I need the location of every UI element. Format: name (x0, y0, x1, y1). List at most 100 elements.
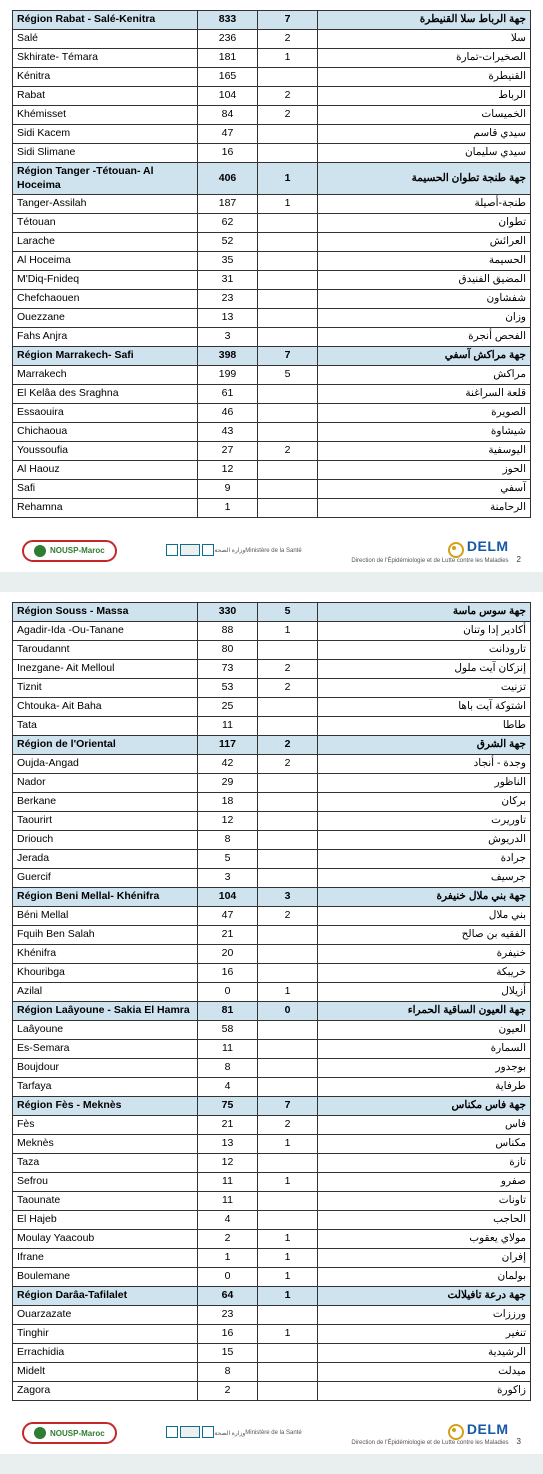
province-name-ar: ميدلت (318, 1362, 531, 1381)
province-name-fr: Sidi Slimane (13, 144, 198, 163)
province-name-ar: الفحص أنجرة (318, 328, 531, 347)
province-value-2 (258, 868, 318, 887)
province-name-ar: بوجدور (318, 1058, 531, 1077)
province-value-1: 27 (198, 442, 258, 461)
region-value-2: 3 (258, 887, 318, 906)
province-name-fr: Inezgane- Ait Melloul (13, 659, 198, 678)
province-value-2 (258, 792, 318, 811)
province-value-1: 12 (198, 1153, 258, 1172)
province-value-2 (258, 1039, 318, 1058)
table-row: Tétouan 62 تطوان (13, 214, 531, 233)
table-row: Marrakech 199 5 مراكش (13, 366, 531, 385)
province-name-fr: Béni Mellal (13, 906, 198, 925)
province-name-ar: تطوان (318, 214, 531, 233)
province-name-fr: Salé (13, 30, 198, 49)
province-value-2: 1 (258, 195, 318, 214)
province-name-ar: العرائش (318, 233, 531, 252)
province-value-1: 52 (198, 233, 258, 252)
province-value-2 (258, 404, 318, 423)
province-name-ar: اليوسفية (318, 442, 531, 461)
table-row: Berkane 18 بركان (13, 792, 531, 811)
table-row: Fès 21 2 فاس (13, 1115, 531, 1134)
region-value-1: 330 (198, 602, 258, 621)
table-row: Skhirate- Témara 181 1 الصخيرات-تمارة (13, 49, 531, 68)
province-value-1: 0 (198, 1267, 258, 1286)
region-name-ar: جهة العيون الساقية الحمراء (318, 1001, 531, 1020)
region-header-row: Région Tanger -Tétouan- Al Hoceima 406 1… (13, 163, 531, 195)
province-name-fr: Ifrane (13, 1248, 198, 1267)
province-name-fr: Chefchaouen (13, 290, 198, 309)
province-name-fr: Boujdour (13, 1058, 198, 1077)
province-value-1: 16 (198, 963, 258, 982)
ministry-sub: Ministère de la Santé (245, 548, 301, 554)
province-name-fr: Khémisset (13, 106, 198, 125)
table-row: Khénifra 20 خنيفرة (13, 944, 531, 963)
table-row: El Hajeb 4 الحاجب (13, 1210, 531, 1229)
province-value-1: 1 (198, 1248, 258, 1267)
table-row: Midelt 8 ميدلت (13, 1362, 531, 1381)
province-value-1: 23 (198, 290, 258, 309)
region-header-row: Région de l'Oriental 117 2 جهة الشرق (13, 735, 531, 754)
province-name-fr: Ouarzazate (13, 1305, 198, 1324)
region-value-2: 1 (258, 1286, 318, 1305)
province-value-1: 31 (198, 271, 258, 290)
region-name-ar: جهة درعة تافيلالت (318, 1286, 531, 1305)
region-name-ar: جهة الرباط سلا القنيطرة (318, 11, 531, 30)
province-name-ar: طرفاية (318, 1077, 531, 1096)
province-value-2: 2 (258, 30, 318, 49)
province-name-ar: خريبكة (318, 963, 531, 982)
region-value-1: 81 (198, 1001, 258, 1020)
province-name-ar: تارودانت (318, 640, 531, 659)
region-value-2: 7 (258, 1096, 318, 1115)
province-name-ar: المضيق الفنيدق (318, 271, 531, 290)
province-value-2: 2 (258, 659, 318, 678)
region-header-row: Région Rabat - Salé-Kenitra 833 7 جهة ال… (13, 11, 531, 30)
province-value-2 (258, 944, 318, 963)
table-row: Meknès 13 1 مكناس (13, 1134, 531, 1153)
region-name-fr: Région Fès - Meknès (13, 1096, 198, 1115)
table-row: M'Diq-Fnideq 31 المضيق الفنيدق (13, 271, 531, 290)
province-name-fr: Marrakech (13, 366, 198, 385)
province-value-2 (258, 1362, 318, 1381)
province-value-1: 2 (198, 1381, 258, 1400)
province-value-2 (258, 697, 318, 716)
province-name-ar: أزيلال (318, 982, 531, 1001)
province-name-ar: تنغير (318, 1324, 531, 1343)
province-name-ar: الصخيرات-تمارة (318, 49, 531, 68)
table-row: El Kelâa des Sraghna 61 قلعة السراغنة (13, 385, 531, 404)
province-value-2 (258, 480, 318, 499)
province-value-2 (258, 830, 318, 849)
region-name-fr: Région de l'Oriental (13, 735, 198, 754)
region-header-row: Région Marrakech- Safi 398 7 جهة مراكش آ… (13, 347, 531, 366)
province-name-fr: Nador (13, 773, 198, 792)
province-name-fr: Tétouan (13, 214, 198, 233)
table-row: Safi 9 آسفي (13, 480, 531, 499)
province-value-2: 2 (258, 87, 318, 106)
province-name-fr: Khouribga (13, 963, 198, 982)
region-header-row: Région Laâyoune - Sakia El Hamra 81 0 جه… (13, 1001, 531, 1020)
province-value-1: 11 (198, 1172, 258, 1191)
province-name-fr: Khénifra (13, 944, 198, 963)
logo-delm-wrap: DELM Direction de l'Épidémiologie et de … (351, 1421, 521, 1446)
province-value-1: 104 (198, 87, 258, 106)
province-name-ar: بركان (318, 792, 531, 811)
table-row: Al Haouz 12 الحوز (13, 461, 531, 480)
province-name-ar: الناظور (318, 773, 531, 792)
region-value-2: 1 (258, 163, 318, 195)
table-row: Tanger-Assilah 187 1 طنجة-أصيلة (13, 195, 531, 214)
region-value-2: 7 (258, 347, 318, 366)
province-value-2: 1 (258, 49, 318, 68)
region-name-ar: جهة الشرق (318, 735, 531, 754)
region-value-2: 2 (258, 735, 318, 754)
province-value-2 (258, 214, 318, 233)
province-value-1: 3 (198, 868, 258, 887)
province-name-fr: Zagora (13, 1381, 198, 1400)
table-row: Tarfaya 4 طرفاية (13, 1077, 531, 1096)
province-name-ar: أكادير إدا وتنان (318, 621, 531, 640)
province-name-fr: Tinghir (13, 1324, 198, 1343)
delm-name: DELM (467, 538, 509, 554)
province-value-2 (258, 423, 318, 442)
province-value-1: 80 (198, 640, 258, 659)
province-value-2 (258, 290, 318, 309)
region-name-ar: جهة بني ملال خنيفرة (318, 887, 531, 906)
